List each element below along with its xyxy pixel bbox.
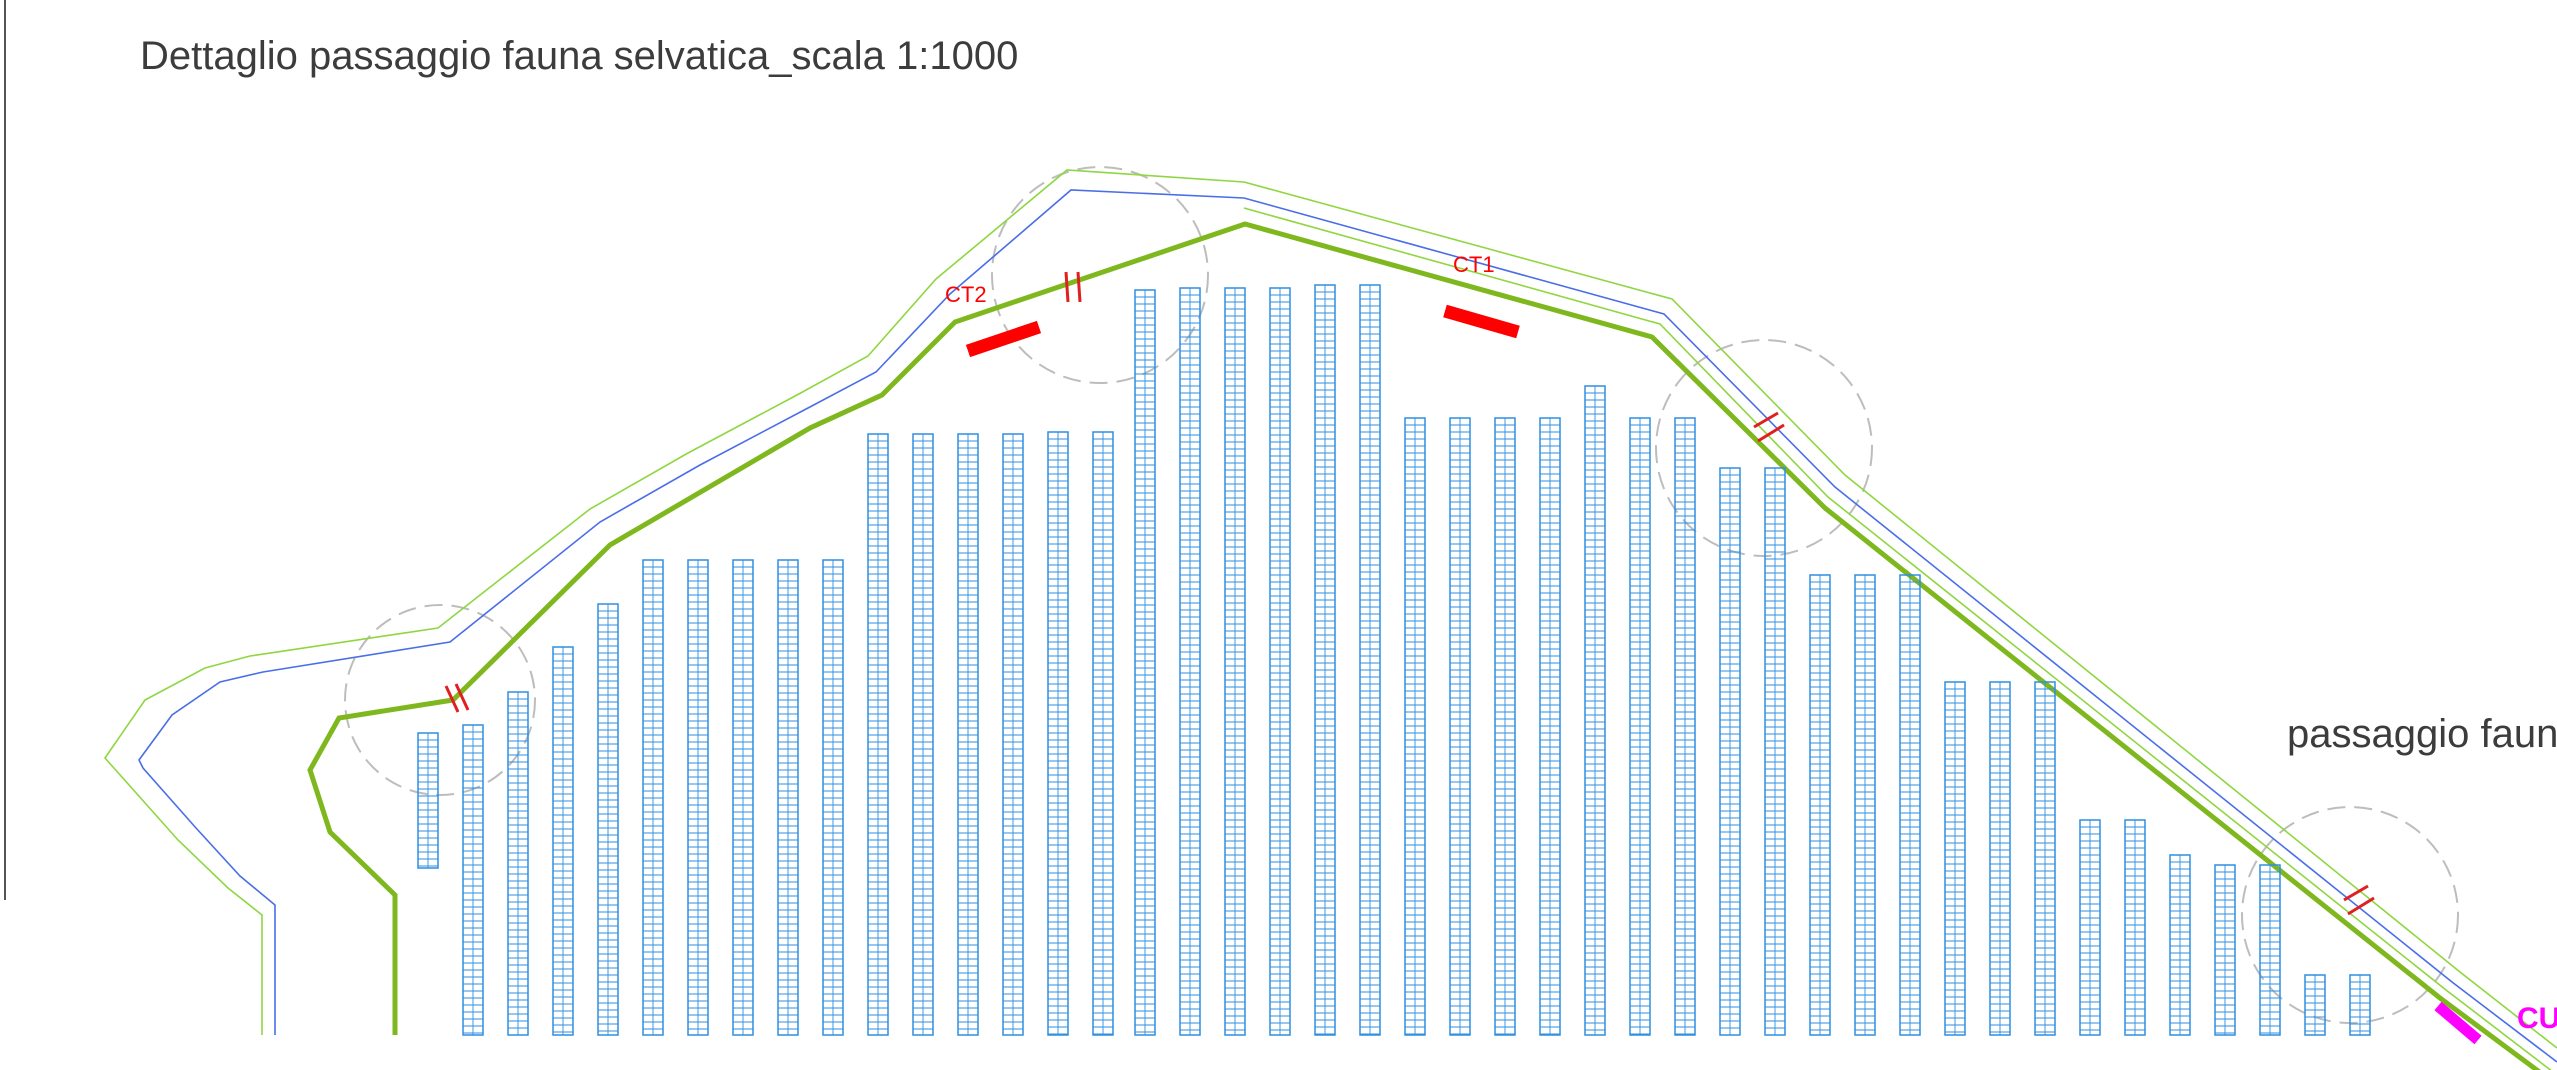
pv-panel-row	[777, 559, 799, 1036]
pv-panel-row	[1944, 681, 1966, 1036]
passage-buffer-circle	[344, 604, 536, 796]
cabin-ct1	[1443, 304, 1520, 339]
pv-panel-row	[687, 559, 709, 1036]
fence-inner-green-line	[1243, 207, 2552, 1070]
label-ct1: CT1	[1453, 252, 1495, 277]
fence-outer-green-line	[103, 169, 2557, 1049]
pv-panel-row	[1719, 467, 1741, 1036]
passage-buffer-circle	[1655, 339, 1873, 557]
pv-panel-row	[1047, 431, 1069, 1036]
pv-panel-row	[1629, 417, 1651, 1036]
pv-panel-row	[957, 433, 979, 1036]
pv-panel-row	[507, 691, 529, 1036]
pv-panel-row	[1449, 417, 1471, 1036]
pv-panel-row	[2169, 854, 2191, 1036]
pv-panel-row	[867, 433, 889, 1036]
pv-panel-row	[1224, 287, 1246, 1036]
passage-marks	[444, 271, 2375, 916]
pv-panel-row	[597, 603, 619, 1036]
label-cu: CU	[2517, 1002, 2557, 1035]
pv-panel-rows	[417, 284, 2371, 1036]
cabin-cu	[2434, 1001, 2482, 1045]
pv-panel-row	[1899, 574, 1921, 1036]
passage-buffer-circle	[991, 166, 1209, 384]
pv-panel-row	[2259, 864, 2281, 1036]
pv-panel-row	[417, 732, 439, 869]
pv-panel-row	[1404, 417, 1426, 1036]
pv-panel-row	[2079, 819, 2101, 1036]
pv-panel-row	[552, 646, 574, 1036]
pv-panel-row	[462, 724, 484, 1036]
pv-panel-row	[2304, 974, 2326, 1036]
wildlife-passage-mark	[2343, 884, 2375, 916]
pv-panel-row	[642, 559, 664, 1036]
wildlife-passage-mark	[1753, 411, 1785, 443]
label-ct2: CT2	[945, 282, 987, 307]
wildlife-passage-mark	[444, 683, 470, 713]
pv-panel-row	[732, 559, 754, 1036]
cabin-ct2	[965, 320, 1042, 358]
pv-panel-row	[1359, 284, 1381, 1036]
pv-panel-row	[822, 559, 844, 1036]
drawing-title: Dettaglio passaggio fauna selvatica_scal…	[140, 34, 1019, 78]
pv-panel-row	[1584, 385, 1606, 1036]
fence-blue-line	[138, 189, 2557, 1063]
pv-panel-row	[1134, 289, 1156, 1036]
wildlife-passage-label: passaggio faun	[2287, 712, 2557, 756]
pv-panel-row	[1002, 433, 1024, 1036]
pv-panel-row	[1179, 287, 1201, 1036]
pv-panel-row	[1539, 417, 1561, 1036]
inverter-cabins	[965, 304, 2482, 1045]
pv-panel-row	[1854, 574, 1876, 1036]
pv-panel-row	[1314, 284, 1336, 1036]
pv-panel-row	[2349, 974, 2371, 1036]
pv-panel-row	[1809, 574, 1831, 1036]
pv-panel-row	[1989, 681, 2011, 1036]
pv-panel-row	[1494, 417, 1516, 1036]
site-boundary-line	[307, 221, 2542, 1070]
pv-panel-row	[1764, 467, 1786, 1036]
pv-panel-row	[1674, 417, 1696, 1036]
pv-panel-row	[2214, 864, 2236, 1036]
fence-lines	[103, 169, 2557, 1070]
sheet-frame-edge	[0, 0, 6, 900]
pv-panel-row	[1092, 431, 1114, 1036]
pv-panel-row	[1269, 287, 1291, 1036]
pv-panel-row	[912, 433, 934, 1036]
pv-panel-row	[2124, 819, 2146, 1036]
pv-panel-row	[2034, 681, 2056, 1036]
wildlife-passage-mark	[1064, 271, 1082, 303]
